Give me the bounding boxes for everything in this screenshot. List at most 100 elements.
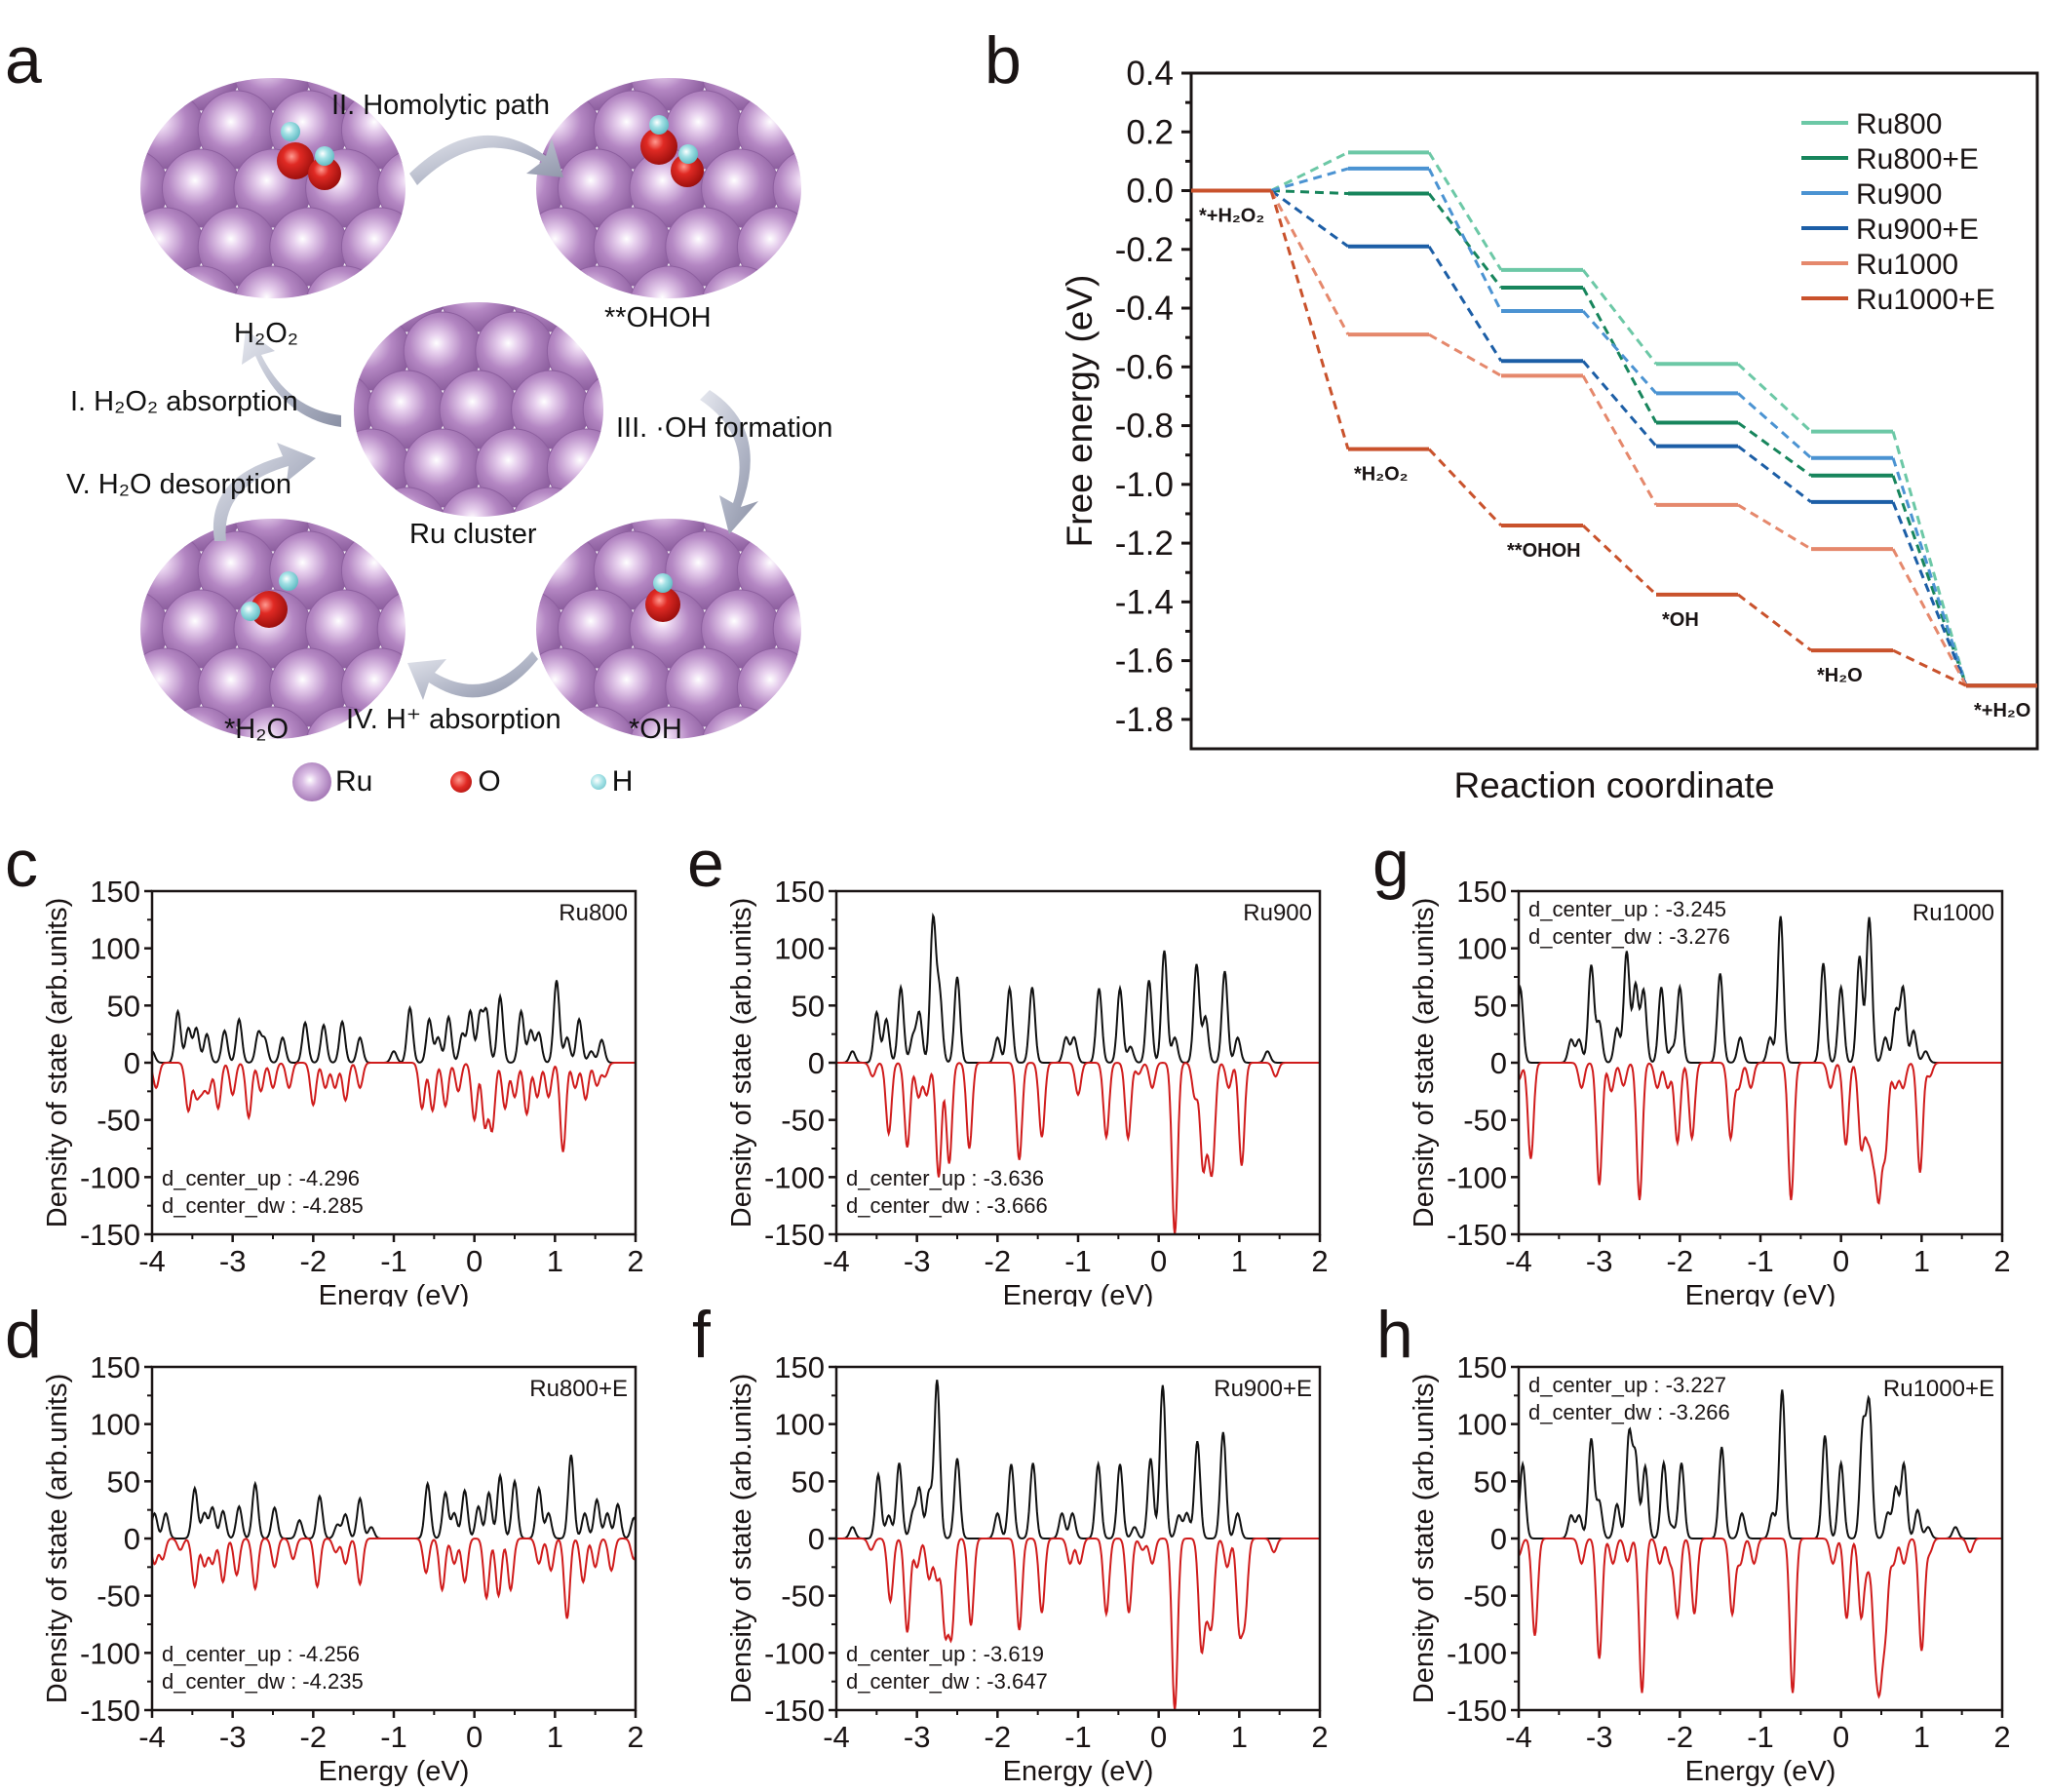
x-axis-label: Energy (eV) xyxy=(1685,1280,1836,1306)
legend-label: Ru800+E xyxy=(1856,143,1979,175)
x-tick-label: 2 xyxy=(1311,1244,1328,1278)
ru-atom xyxy=(354,428,411,508)
ru-atom xyxy=(0,0,60,52)
y-tick-label: -50 xyxy=(97,1104,140,1138)
transition-connector xyxy=(1427,168,1503,312)
ru-atom xyxy=(772,148,801,228)
ru-atom xyxy=(404,546,482,624)
ru-atom xyxy=(772,519,801,552)
y-tick-label: -150 xyxy=(764,1694,825,1728)
y-tick-label: -50 xyxy=(781,1104,825,1138)
y-tick-label: 50 xyxy=(1474,989,1507,1023)
transition-connector xyxy=(1737,421,1812,478)
ru-atom xyxy=(0,325,60,403)
reaction-cycle-diagram xyxy=(0,0,897,819)
x-tick-label: 0 xyxy=(466,1244,483,1278)
panel-letter-f: f xyxy=(692,1298,711,1372)
transition-connector xyxy=(1737,503,1812,551)
panel-letter-d: d xyxy=(5,1298,42,1372)
ru-atom xyxy=(809,208,887,286)
ru-atom xyxy=(737,325,815,403)
y-tick-label: 150 xyxy=(90,875,140,909)
spin-down-curve xyxy=(836,1537,1320,1711)
legend-label: Ru800 xyxy=(1856,108,1942,140)
y-tick-label: -0.2 xyxy=(1115,231,1174,269)
y-tick-label: -1.8 xyxy=(1115,701,1174,739)
y-tick-label: 0.0 xyxy=(1126,173,1174,211)
x-tick-label: -2 xyxy=(985,1244,1012,1278)
x-tick-label: 0 xyxy=(466,1720,483,1754)
y-tick-label: -50 xyxy=(1463,1579,1507,1614)
dos-chart-ru800: 150 100 50 0 -50 -100 -150-4 -3 -2 -1 0 1 2 Energy (e… xyxy=(42,875,644,1306)
ru-atom xyxy=(376,589,406,669)
d-center-up: d_center_up : -3.636 xyxy=(846,1166,1044,1190)
x-axis-label: Energy (eV) xyxy=(1003,1756,1154,1787)
transition-connector xyxy=(1737,593,1812,652)
x-tick-label: -2 xyxy=(1667,1720,1694,1754)
ru-atom xyxy=(701,265,781,298)
transition-connector xyxy=(1270,167,1349,192)
ru-atom xyxy=(881,91,897,169)
y-tick-label: 50 xyxy=(792,1464,825,1499)
y-tick-label: -0.6 xyxy=(1115,348,1174,386)
y-tick-label: 50 xyxy=(792,989,825,1023)
ru-atom xyxy=(666,325,744,403)
spin-up-curve xyxy=(836,912,1320,1064)
ru-atom xyxy=(413,0,491,52)
x-tick-label: -1 xyxy=(1747,1244,1774,1278)
oxygen-atom xyxy=(277,142,314,179)
ru-atom xyxy=(881,325,897,403)
d-center-dw: d_center_dw : -3.647 xyxy=(846,1669,1048,1694)
ru-atom xyxy=(809,0,887,52)
state-label: **OHOH xyxy=(1507,540,1581,562)
x-tick-label: -1 xyxy=(380,1720,407,1754)
state-label: *+H₂O₂ xyxy=(1199,206,1264,227)
y-tick-label: 100 xyxy=(90,1408,140,1442)
spin-down-curve xyxy=(1518,1062,2002,1205)
series-ru1000-plus-e xyxy=(1191,188,2037,688)
ru-atom xyxy=(881,765,897,819)
y-tick-label: -0.8 xyxy=(1115,408,1174,446)
y-axis-label: Density of state (arb.units) xyxy=(1409,898,1440,1227)
ru-atom xyxy=(439,487,519,517)
ru-atom xyxy=(845,149,897,227)
x-tick-label: -2 xyxy=(300,1244,328,1278)
transition-connector xyxy=(1427,448,1503,527)
hydrogen-atom xyxy=(649,115,669,135)
y-tick-label: 50 xyxy=(1474,1464,1507,1499)
ru-atom-icon xyxy=(292,762,331,801)
ru-atom xyxy=(809,648,887,726)
x-axis-label: Energy (eV) xyxy=(1685,1756,1836,1787)
arrow-h2o2-absorption xyxy=(242,330,341,427)
d-center-up: d_center_up : -4.256 xyxy=(162,1642,360,1666)
ru-atom xyxy=(881,414,897,492)
d-center-up: d_center_up : -3.619 xyxy=(846,1642,1044,1666)
sample-label: Ru800 xyxy=(559,900,628,926)
step-oh-formation: III. ·OH formation xyxy=(616,412,833,444)
ru-atom xyxy=(378,0,456,52)
x-tick-label: -2 xyxy=(1667,1244,1694,1278)
state-label-h2o: *H₂O xyxy=(224,714,290,745)
x-tick-label: -3 xyxy=(904,1720,931,1754)
sample-label: Ru1000+E xyxy=(1883,1376,1994,1402)
spin-down-curve xyxy=(1518,1538,2002,1699)
step-h2o2-absorption: I. H₂O₂ absorption xyxy=(70,386,298,417)
y-tick-label: 0.2 xyxy=(1126,113,1174,151)
x-tick-label: -3 xyxy=(1586,1720,1613,1754)
hydrogen-atom xyxy=(678,144,698,164)
ru-atom xyxy=(629,78,709,111)
y-axis-label: Density of state (arb.units) xyxy=(726,1374,757,1703)
ru-atom xyxy=(0,91,60,169)
y-tick-label: -0.4 xyxy=(1115,290,1174,328)
y-tick-label: 100 xyxy=(90,932,140,966)
sample-label: Ru900 xyxy=(1243,900,1312,926)
y-tick-label: 100 xyxy=(774,1408,825,1442)
oxygen-atom xyxy=(640,128,677,165)
x-tick-label: -4 xyxy=(138,1720,166,1754)
ru-atom xyxy=(629,265,709,298)
ru-atom xyxy=(161,265,241,298)
ru-atom xyxy=(0,149,25,227)
x-tick-label: -3 xyxy=(904,1244,931,1278)
x-tick-label: -1 xyxy=(1064,1720,1092,1754)
